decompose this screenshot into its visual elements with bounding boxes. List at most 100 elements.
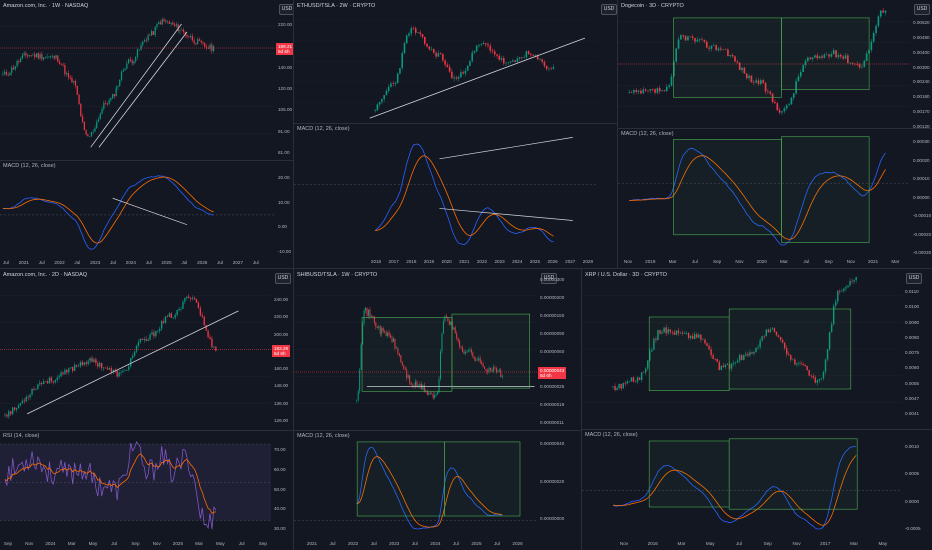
- time-axis-label: Sep: [824, 259, 833, 264]
- pane-separator[interactable]: [582, 429, 932, 430]
- chart-panel-doge-3d[interactable]: Dogecoin · 3D · CRYPTO120.0030.0015.005.…: [618, 0, 910, 268]
- candle-body: [523, 57, 525, 58]
- candle-body: [398, 353, 400, 356]
- indicator-trend-line[interactable]: [439, 137, 573, 160]
- candle-body: [501, 375, 503, 378]
- indicator-range-box[interactable]: [673, 139, 782, 236]
- candle-body: [79, 362, 82, 367]
- candle-body: [104, 367, 107, 369]
- time-axis-label: Jul: [803, 259, 810, 264]
- price-axis-label: 0.00400: [913, 49, 930, 55]
- candle-body: [48, 377, 51, 384]
- currency-button[interactable]: USD: [906, 273, 922, 284]
- candle-body: [408, 33, 410, 36]
- currency-button[interactable]: USD: [541, 273, 557, 284]
- trend-line[interactable]: [369, 37, 586, 119]
- candle-body: [133, 61, 135, 64]
- time-axis-label: Jul: [38, 260, 45, 265]
- indicator-chart[interactable]: [582, 430, 902, 540]
- price-chart[interactable]: [0, 269, 271, 430]
- indicator-chart[interactable]: [0, 161, 275, 259]
- candle-body: [174, 314, 176, 318]
- range-box[interactable]: [728, 308, 852, 390]
- price-chart[interactable]: [618, 0, 910, 128]
- pane-separator[interactable]: [294, 123, 617, 124]
- currency-button[interactable]: USD: [275, 273, 291, 284]
- range-box[interactable]: [361, 316, 453, 392]
- indicator-range-box[interactable]: [728, 438, 858, 510]
- candle-body: [392, 83, 394, 85]
- candle-body: [390, 335, 392, 338]
- price-chart[interactable]: [294, 0, 597, 123]
- price-axis-label: 140.00: [278, 64, 293, 70]
- chart-panel-eth-tsla-2w[interactable]: ETHUSD/TSLA · 2W · CRYPTO USD MACD (12, 26…: [294, 0, 617, 268]
- indicator-axis-label: -0.00010: [913, 213, 932, 218]
- indicator-range-box[interactable]: [356, 441, 445, 517]
- currency-button[interactable]: USD: [601, 4, 617, 15]
- candle-body: [357, 391, 359, 401]
- range-box[interactable]: [451, 313, 531, 389]
- candle-body: [410, 382, 412, 385]
- price-chart[interactable]: [0, 0, 275, 160]
- pane-separator[interactable]: [294, 430, 581, 431]
- candle-body: [763, 336, 765, 337]
- chart-panel-shib-tsla-1w[interactable]: SHIBUSD/TSLA · 1W · CRYPTO USD 0.00000300 0…: [294, 269, 581, 550]
- price-chart[interactable]: [582, 269, 902, 429]
- time-axis-label: 2026: [512, 541, 523, 546]
- pane-separator[interactable]: [0, 160, 293, 161]
- candle-body: [811, 57, 814, 59]
- candle-body: [489, 45, 492, 51]
- candle-body: [154, 26, 156, 36]
- indicator-chart[interactable]: [294, 124, 597, 258]
- indicator-chart[interactable]: [0, 431, 271, 540]
- indicator-range-box[interactable]: [648, 440, 730, 508]
- candle-body: [139, 338, 142, 343]
- trend-line[interactable]: [26, 310, 239, 415]
- chart-panel-amzn-1w[interactable]: Amazon.com, Inc. · 1W · NASDAQ USD 220.00 1…: [0, 0, 293, 268]
- candle-body: [802, 363, 804, 365]
- pane-separator[interactable]: [910, 128, 932, 129]
- range-box[interactable]: [781, 17, 870, 90]
- time-axis[interactable]: 2016 2017 2018 2019 2020 2021 2022 2023 2024 2025…: [294, 259, 597, 267]
- time-axis[interactable]: 2021 Jul 2022 Jul 2023 Jul 2024 Jul 2025 Jul 2026: [294, 541, 537, 549]
- candle-body: [66, 369, 68, 373]
- range-box[interactable]: [648, 316, 730, 391]
- indicator-title: MACD (12, 26, close): [297, 126, 350, 132]
- time-axis[interactable]: Nov 2019 Mar Jul Sep Nov 2020 Mar Jul Sep Nov 2021 M…: [618, 259, 910, 267]
- candle-body: [539, 59, 541, 60]
- candle-body: [818, 378, 821, 381]
- price-chart[interactable]: [294, 269, 537, 430]
- indicator-range-box[interactable]: [781, 136, 870, 243]
- trend-line[interactable]: [98, 31, 188, 148]
- candle-body: [622, 383, 624, 389]
- time-axis-label: 2023: [90, 260, 101, 265]
- time-axis-label: Nov: [846, 259, 855, 264]
- time-axis[interactable]: Sep Nov 2024 Mar May Jul Sep Nov 2025 Mar May Jul Se…: [0, 541, 271, 549]
- candle-body: [808, 370, 810, 376]
- pane-separator[interactable]: [618, 128, 910, 129]
- candle-body: [839, 54, 842, 57]
- time-axis-label: 2017: [388, 259, 399, 264]
- candle-body: [478, 358, 480, 361]
- candle-body: [455, 77, 458, 79]
- time-axis[interactable]: Jul 2021 Jul 2022 Jul 2023 Jul 2024 Jul 2025 Jul 20…: [0, 260, 275, 268]
- pane-separator[interactable]: [0, 430, 293, 431]
- indicator-trend-line[interactable]: [439, 208, 573, 221]
- indicator-chart[interactable]: [618, 129, 910, 258]
- candle-body: [62, 372, 64, 374]
- range-box[interactable]: [673, 17, 782, 98]
- indicator-trend-line[interactable]: [112, 197, 188, 226]
- candle-body: [821, 56, 823, 58]
- candle-body: [12, 407, 14, 415]
- chart-panel-xrp-3d[interactable]: XRP / U.S. Dollar · 3D · CRYPTO USD 0.0110…: [582, 269, 932, 550]
- time-axis-label: 2017: [820, 541, 831, 546]
- candle-body: [796, 363, 798, 365]
- time-axis[interactable]: Nov 2016 Mar May Jul Sep Nov 2017 Mar May: [582, 541, 902, 549]
- indicator-chart[interactable]: [294, 431, 537, 540]
- currency-button[interactable]: USD: [279, 4, 293, 15]
- candle-body: [705, 41, 708, 48]
- indicator-range-box[interactable]: [444, 441, 521, 517]
- trend-line[interactable]: [90, 23, 182, 148]
- currency-button[interactable]: USD: [914, 4, 930, 15]
- chart-panel-amzn-2d[interactable]: Amazon.com, Inc. · 2D · NASDAQ USD 240.00 2…: [0, 269, 293, 550]
